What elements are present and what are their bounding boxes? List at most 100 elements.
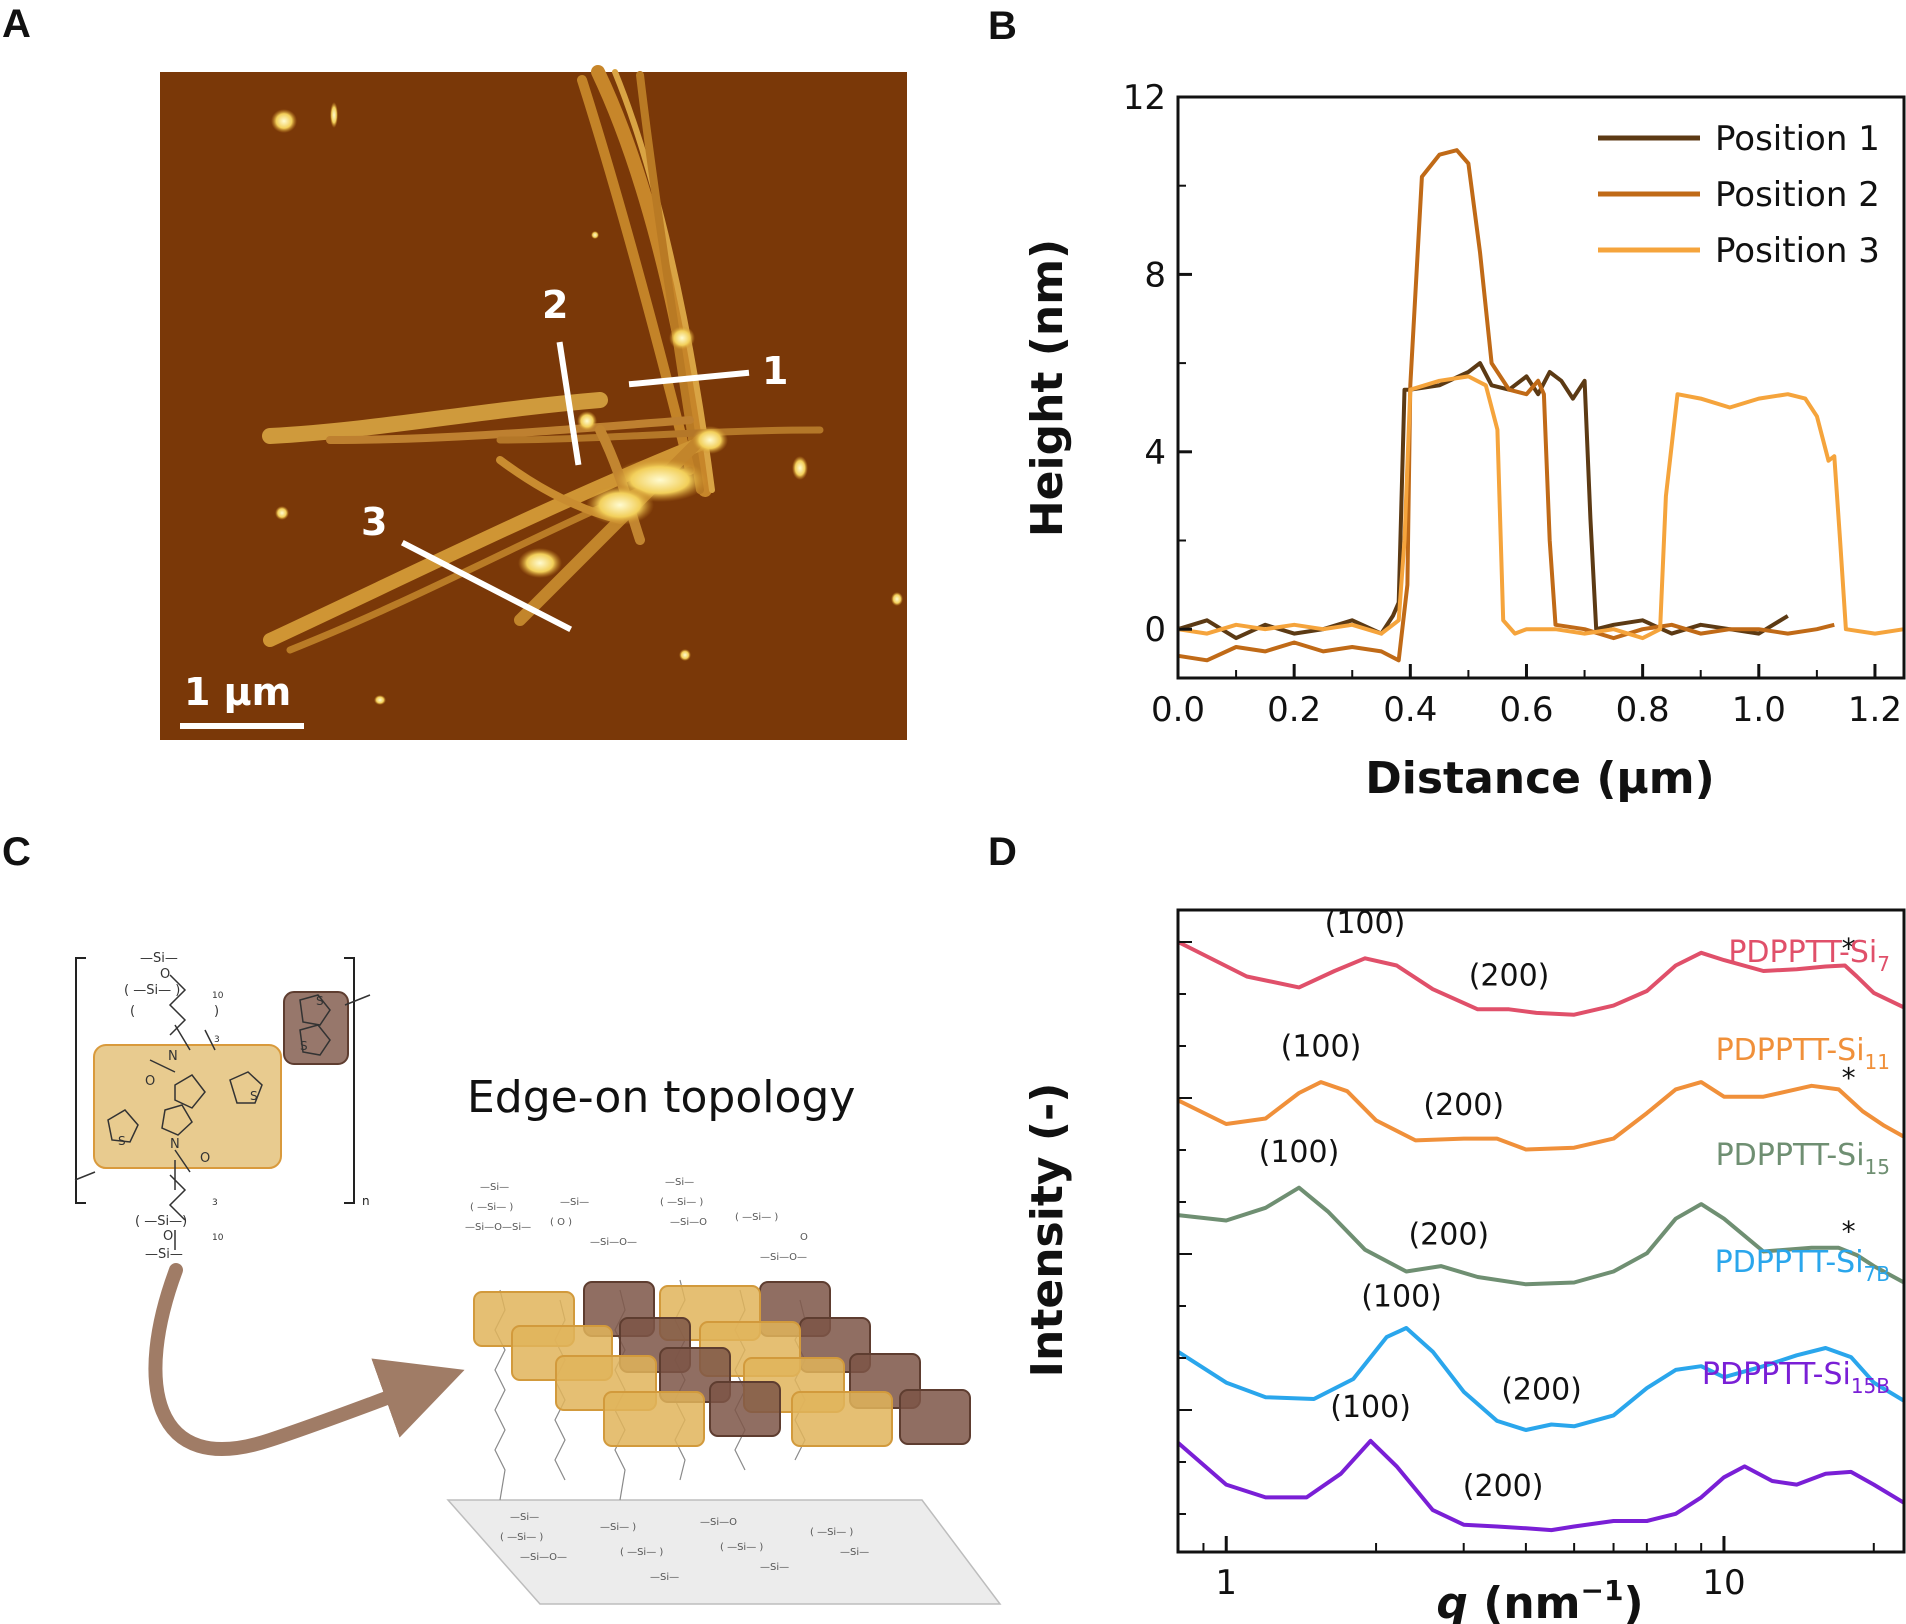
thienothiophene-box (283, 991, 349, 1065)
svg-text:S: S (300, 1039, 308, 1053)
chart-d-x-unit-sup: −1 (1581, 1574, 1624, 1607)
profile-lines (400, 341, 750, 633)
chart-d-x-unit-close: ) (1623, 1578, 1643, 1624)
chart-d-series-labels: (100)(200)*PDPPTT-Si7(100)(200)*PDPPTT-S… (1259, 906, 1890, 1504)
svg-text:(: ( (130, 1004, 135, 1019)
svg-text:—Si—: —Si— (510, 1512, 539, 1523)
chart-b-series-3 (1177, 374, 1905, 641)
chart-d-peak-label: (100) (1361, 1280, 1442, 1315)
chart-d-peak-label: (200) (1408, 1218, 1489, 1253)
chart-b-y-ticks: 0 4 8 12 (1123, 78, 1192, 650)
chart-d-peak-label: (100) (1325, 906, 1406, 941)
svg-text:—Si—O—: —Si—O— (760, 1252, 807, 1263)
chart-d-series-1 (1177, 940, 1905, 1017)
svg-text:—Si—O—: —Si—O— (590, 1237, 637, 1248)
chart-d-asterisk: * (1842, 1062, 1856, 1095)
svg-text:—Si—: —Si— (760, 1562, 789, 1573)
chart-d-peak-label: (200) (1463, 1469, 1544, 1504)
chart-d-peak-label: (100) (1281, 1030, 1362, 1065)
svg-text:—Si—: —Si— (145, 1247, 183, 1262)
chart-b-x-tick-label: 0.6 (1499, 690, 1553, 730)
svg-text:—Si—: —Si— (650, 1572, 679, 1583)
svg-text:( —Si— ): ( —Si— ) (620, 1547, 663, 1558)
chart-b-legend-label: Position 1 (1715, 119, 1880, 159)
chart-b-y-tick-label: 12 (1123, 78, 1166, 118)
svg-text:( —Si— ): ( —Si— ) (660, 1197, 703, 1208)
svg-text:S: S (250, 1089, 258, 1103)
panel-letter-a: A (2, 2, 31, 46)
chart-b-legend: Position 1 Position 2 Position 3 (1598, 119, 1880, 271)
svg-text:O: O (145, 1074, 155, 1089)
chart-d-series-2 (1177, 1080, 1905, 1152)
line-label-2: 2 (542, 283, 568, 327)
svg-text:N: N (170, 1137, 180, 1152)
chart-d-series-name: PDPPTT-Si7 (1728, 935, 1890, 976)
chart-d-series-name: PDPPTT-Si15B (1702, 1357, 1890, 1398)
svg-text:( —Si— ): ( —Si— ) (735, 1212, 778, 1223)
chart-b-y-label: Height (nm) (1022, 239, 1073, 537)
repeat-unit-n: n (362, 1194, 370, 1208)
chart-d-plot-area (1176, 940, 1906, 1533)
svg-text:—Si—O: —Si—O (670, 1217, 707, 1228)
height-profile-chart: 0 4 8 12 0.0 0.2 0.4 0.6 0.8 1.0 1.2 Distance (μm… (1022, 78, 1906, 804)
svg-text:10: 10 (212, 1233, 224, 1243)
chart-d-series-name: PDPPTT-Si7B (1715, 1245, 1890, 1286)
chart-b-x-ticks: 0.0 0.2 0.4 0.6 0.8 1.0 1.2 (1151, 664, 1902, 730)
svg-text:10: 10 (212, 991, 224, 1001)
profile-line-2 (556, 341, 582, 466)
svg-text:S: S (316, 994, 324, 1008)
chart-b-y-tick-label: 8 (1144, 255, 1166, 295)
svg-text:O: O (800, 1232, 808, 1243)
profile-line-3 (400, 539, 573, 633)
chart-b-x-tick-label: 1.2 (1848, 690, 1902, 730)
svg-text:—Si—O—Si—: —Si—O—Si— (465, 1222, 531, 1233)
curved-arrow (148, 1263, 465, 1456)
svg-text:( —Si— ): ( —Si— ) (810, 1527, 853, 1538)
svg-text:( O ): ( O ) (550, 1217, 572, 1228)
chart-d-asterisk: * (1842, 932, 1856, 965)
chart-b-x-tick-label: 0.0 (1151, 690, 1205, 730)
chart-d-series-3 (1177, 1185, 1905, 1287)
chart-b-x-tick-label: 0.4 (1383, 690, 1437, 730)
chart-d-asterisk: * (1842, 1215, 1856, 1248)
svg-text:( —Si— ): ( —Si— ) (500, 1532, 543, 1543)
chart-d-series-name: PDPPTT-Si11 (1716, 1033, 1890, 1074)
chart-d-peak-label: (200) (1423, 1088, 1504, 1123)
repeat-unit-structure: n —Si— O ( —Si— ) 10 () (74, 951, 371, 1262)
line-label-1: 1 (762, 349, 788, 393)
chart-d-x-tick-label: 1 (1215, 1563, 1237, 1603)
chart-b-series-2 (1177, 148, 1835, 663)
line-label-3: 3 (361, 500, 387, 544)
chart-d-series-name: PDPPTT-Si15 (1716, 1138, 1890, 1179)
edge-on-title: Edge-on topology (467, 1072, 855, 1123)
panel-letter-b: B (988, 4, 1017, 48)
chart-d-peak-label: (100) (1330, 1390, 1411, 1425)
chart-b-legend-label: Position 2 (1715, 175, 1880, 215)
chart-b-x-tick-label: 0.8 (1616, 690, 1670, 730)
svg-text:—Si—O—: —Si—O— (520, 1552, 567, 1563)
afm-image-panel: 1 2 3 1 μm (160, 65, 907, 740)
svg-text:—Si—: —Si— (140, 951, 178, 966)
svg-text:N: N (168, 1049, 178, 1064)
chart-d-peak-label: (200) (1469, 959, 1550, 994)
chart-b-x-tick-label: 1.0 (1732, 690, 1786, 730)
chart-b-y-tick-label: 4 (1144, 433, 1166, 473)
svg-text:3: 3 (214, 1035, 220, 1045)
chart-b-legend-label: Position 3 (1715, 231, 1880, 271)
chart-d-peak-label: (100) (1259, 1135, 1340, 1170)
svg-text:—Si—O: —Si—O (700, 1517, 737, 1528)
substrate-plane (446, 1499, 1002, 1605)
chart-b-x-label: Distance (μm) (1365, 753, 1715, 804)
intensity-chart: 1 10 Intensity (-) q (nm−1) (100)(200)*PD… (1022, 906, 1906, 1624)
chart-d-y-label: Intensity (-) (1022, 1083, 1073, 1378)
svg-text:—Si—: —Si— (665, 1177, 694, 1188)
chart-d-series-5 (1176, 1438, 1906, 1533)
svg-text:S: S (118, 1134, 126, 1148)
backbone-tiles (473, 1281, 971, 1447)
svg-text:—Si—: —Si— (480, 1182, 509, 1193)
svg-text:O: O (163, 1229, 173, 1244)
chart-b-x-tick-label: 0.2 (1267, 690, 1321, 730)
svg-text:—Si— ): —Si— ) (600, 1522, 636, 1533)
chart-d-x-symbol: q (1436, 1578, 1468, 1624)
